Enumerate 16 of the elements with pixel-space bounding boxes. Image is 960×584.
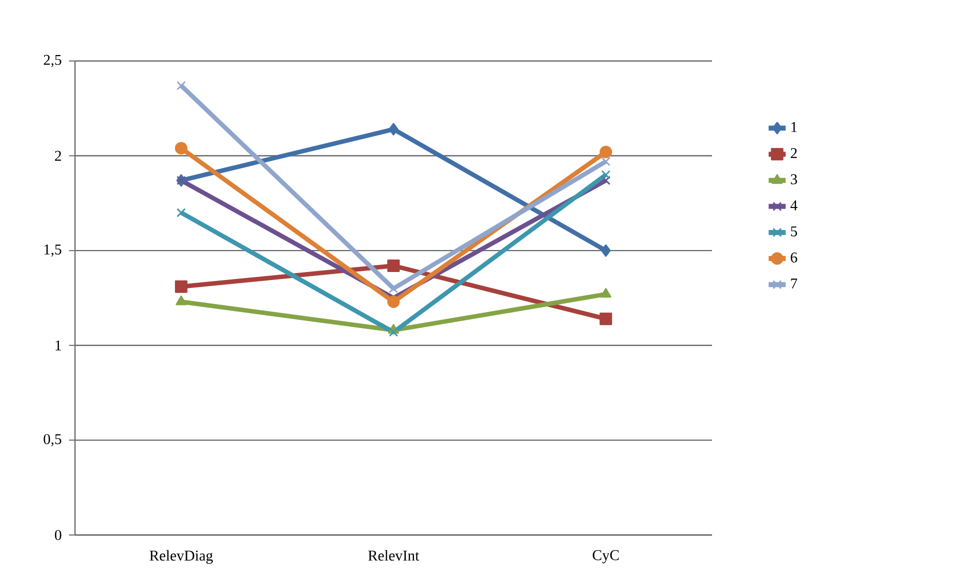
legend-label: 5 — [791, 226, 798, 236]
legend-label: 3 — [790, 174, 798, 184]
x-tick-label: RelevInt — [368, 550, 420, 561]
y-tick-label: 1,5 — [44, 244, 62, 257]
y-tick-label: 0 — [54, 530, 62, 540]
legend-label: 2 — [790, 148, 797, 158]
y-tick-label: 0,5 — [44, 434, 62, 446]
legend-label: 7 — [791, 278, 798, 288]
legend-label: 1 — [791, 122, 797, 132]
legend-label: 6 — [790, 252, 798, 262]
x-tick-label: CyC — [592, 550, 619, 564]
y-tick-label: 1 — [56, 340, 61, 350]
y-tick-label: 2,5 — [44, 54, 62, 68]
y-tick-label: 2 — [55, 150, 61, 161]
x-tick-label: RelevDiag — [150, 550, 213, 564]
legend-label: 4 — [790, 200, 798, 210]
